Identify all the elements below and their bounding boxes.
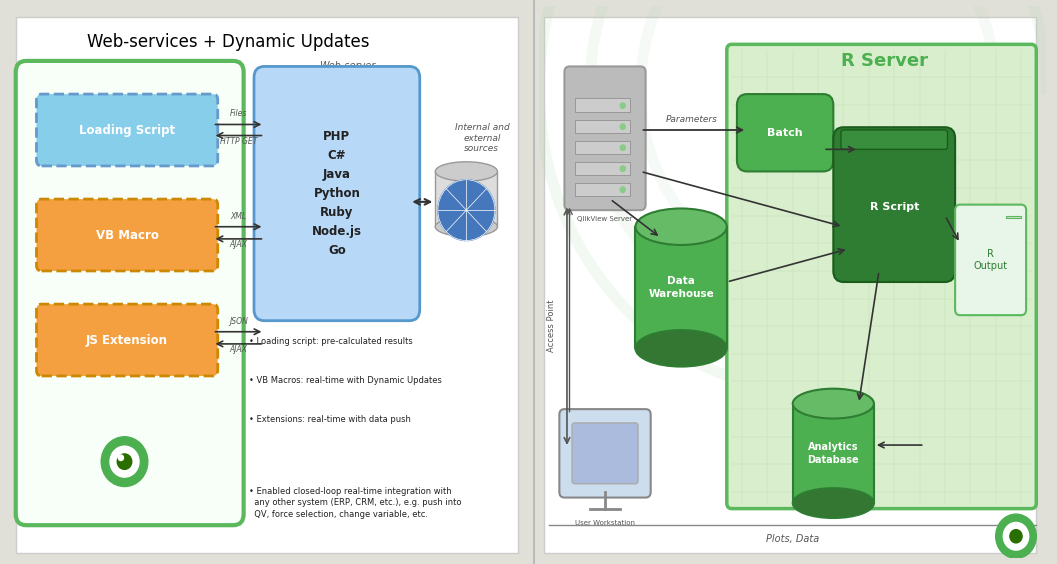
FancyBboxPatch shape [575,183,630,196]
FancyBboxPatch shape [564,67,646,210]
Circle shape [996,514,1036,558]
Text: AJAX: AJAX [229,240,247,249]
Text: R Server: R Server [840,52,928,70]
Ellipse shape [635,330,727,367]
Text: JS Extension: JS Extension [86,333,168,346]
Ellipse shape [793,488,874,518]
Circle shape [101,437,148,487]
Circle shape [1003,522,1028,550]
Text: Access Point: Access Point [548,300,556,352]
Circle shape [110,446,140,477]
Text: Web-server: Web-server [319,61,375,72]
Ellipse shape [435,217,498,236]
Text: Parameters: Parameters [665,114,718,124]
FancyBboxPatch shape [36,304,218,376]
FancyBboxPatch shape [575,161,630,175]
Text: Loading Script: Loading Script [79,124,175,136]
Text: • Enabled closed-loop real-time integration with
  any other system (ERP, CRM, e: • Enabled closed-loop real-time integrat… [248,487,461,519]
Text: XML: XML [230,212,246,221]
Text: Web-services + Dynamic Updates: Web-services + Dynamic Updates [87,33,369,51]
FancyBboxPatch shape [737,94,833,171]
FancyBboxPatch shape [956,205,1026,315]
Ellipse shape [435,162,498,181]
FancyBboxPatch shape [16,17,518,553]
Circle shape [1009,530,1022,543]
Ellipse shape [635,209,727,245]
Circle shape [620,124,626,130]
Polygon shape [1006,215,1021,218]
Text: QlikView Server: QlikView Server [577,215,632,222]
Text: HTTP GET: HTTP GET [220,137,257,146]
Text: R
Output: R Output [973,249,1007,271]
Text: • Loading script: pre-calculated results: • Loading script: pre-calculated results [248,337,412,346]
FancyBboxPatch shape [36,199,218,271]
FancyBboxPatch shape [575,140,630,155]
FancyBboxPatch shape [575,99,630,112]
FancyBboxPatch shape [727,45,1036,509]
Text: • Extensions: real-time with data push: • Extensions: real-time with data push [248,415,411,424]
FancyBboxPatch shape [435,171,498,227]
Text: Analytics
Database: Analytics Database [808,442,859,465]
Text: JSON: JSON [229,317,248,326]
FancyBboxPatch shape [36,94,218,166]
Bar [635,227,727,349]
Circle shape [118,455,124,461]
FancyBboxPatch shape [572,423,638,484]
FancyBboxPatch shape [254,67,420,321]
Circle shape [620,103,626,108]
FancyBboxPatch shape [841,130,947,149]
Text: User Workstation: User Workstation [575,519,635,526]
FancyBboxPatch shape [559,409,651,497]
Circle shape [438,180,495,241]
Ellipse shape [793,389,874,418]
FancyBboxPatch shape [16,61,243,525]
Circle shape [620,145,626,151]
Text: AJAX: AJAX [229,345,247,354]
Text: Batch: Batch [767,128,803,138]
Text: Plots, Data: Plots, Data [766,534,819,544]
FancyBboxPatch shape [833,127,956,282]
Text: Internal and
external
sources: Internal and external sources [455,124,509,153]
FancyBboxPatch shape [575,120,630,133]
Circle shape [117,454,132,469]
Circle shape [620,166,626,171]
Text: R Script: R Script [870,202,919,213]
Text: • VB Macros: real-time with Dynamic Updates: • VB Macros: real-time with Dynamic Upda… [248,376,442,385]
Text: PHP
C#
Java
Python
Ruby
Node.js
Go: PHP C# Java Python Ruby Node.js Go [312,130,361,257]
Bar [793,404,874,503]
Circle shape [620,187,626,192]
Text: VB Macro: VB Macro [96,228,159,241]
FancyBboxPatch shape [544,17,1036,553]
Text: Files: Files [229,109,247,118]
Text: Data
Warehouse: Data Warehouse [648,276,715,299]
